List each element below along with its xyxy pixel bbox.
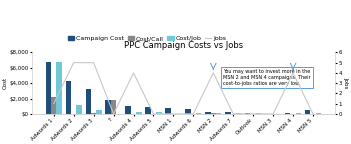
Title: PPC Campaign Costs vs Jobs: PPC Campaign Costs vs Jobs — [124, 41, 243, 50]
Bar — [305, 110, 310, 114]
Bar — [57, 62, 62, 114]
Jobs — [151, 113, 155, 115]
Jobs — [52, 103, 56, 105]
Jobs — [171, 113, 176, 115]
Bar — [270, 113, 276, 114]
Bar — [185, 109, 191, 114]
Bar — [225, 112, 231, 114]
Jobs — [72, 62, 76, 64]
Bar — [191, 113, 196, 114]
Bar — [236, 113, 241, 114]
Jobs — [311, 113, 315, 115]
Bar — [251, 113, 256, 114]
Jobs — [231, 113, 235, 115]
Bar — [276, 113, 281, 114]
Bar — [151, 113, 156, 114]
Jobs — [112, 113, 116, 115]
Bar — [46, 62, 51, 114]
Bar — [205, 112, 211, 114]
Legend: Campaign Cost, Cost/Call, Cost/Job, Jobs: Campaign Cost, Cost/Call, Cost/Job, Jobs — [68, 36, 226, 41]
Bar — [211, 113, 216, 114]
Bar — [136, 112, 141, 114]
Bar — [66, 81, 71, 114]
Bar — [196, 113, 201, 114]
Bar — [165, 108, 171, 114]
Jobs — [211, 72, 216, 74]
Line: Jobs: Jobs — [54, 63, 313, 114]
Jobs — [251, 113, 255, 115]
Bar — [296, 113, 301, 114]
Bar — [86, 89, 91, 114]
Bar — [131, 113, 136, 114]
Bar — [256, 113, 261, 114]
Bar — [310, 113, 316, 114]
Bar — [125, 106, 131, 114]
Bar — [145, 107, 151, 114]
Bar — [285, 113, 290, 114]
Bar — [51, 97, 57, 114]
Bar — [231, 113, 236, 114]
Bar — [171, 113, 176, 114]
Bar — [245, 113, 251, 114]
Bar — [96, 110, 102, 114]
Text: You may want to invest more in the
MSN 2 and MSN 4 campaigns. Their
cost-to-jobs: You may want to invest more in the MSN 2… — [223, 69, 311, 86]
Bar — [106, 100, 111, 114]
Jobs — [291, 72, 295, 74]
Bar — [290, 113, 296, 114]
Y-axis label: Cost: Cost — [3, 77, 8, 89]
Jobs — [271, 113, 275, 115]
Jobs — [191, 113, 196, 115]
Bar — [216, 113, 221, 114]
Jobs — [131, 72, 135, 74]
Bar — [111, 100, 116, 114]
Bar — [77, 105, 82, 114]
Bar — [71, 113, 77, 114]
Bar — [91, 113, 96, 114]
Bar — [265, 113, 270, 114]
Bar — [156, 112, 161, 114]
Jobs — [92, 62, 96, 64]
Y-axis label: Jobs: Jobs — [343, 77, 348, 89]
Bar — [316, 112, 321, 114]
